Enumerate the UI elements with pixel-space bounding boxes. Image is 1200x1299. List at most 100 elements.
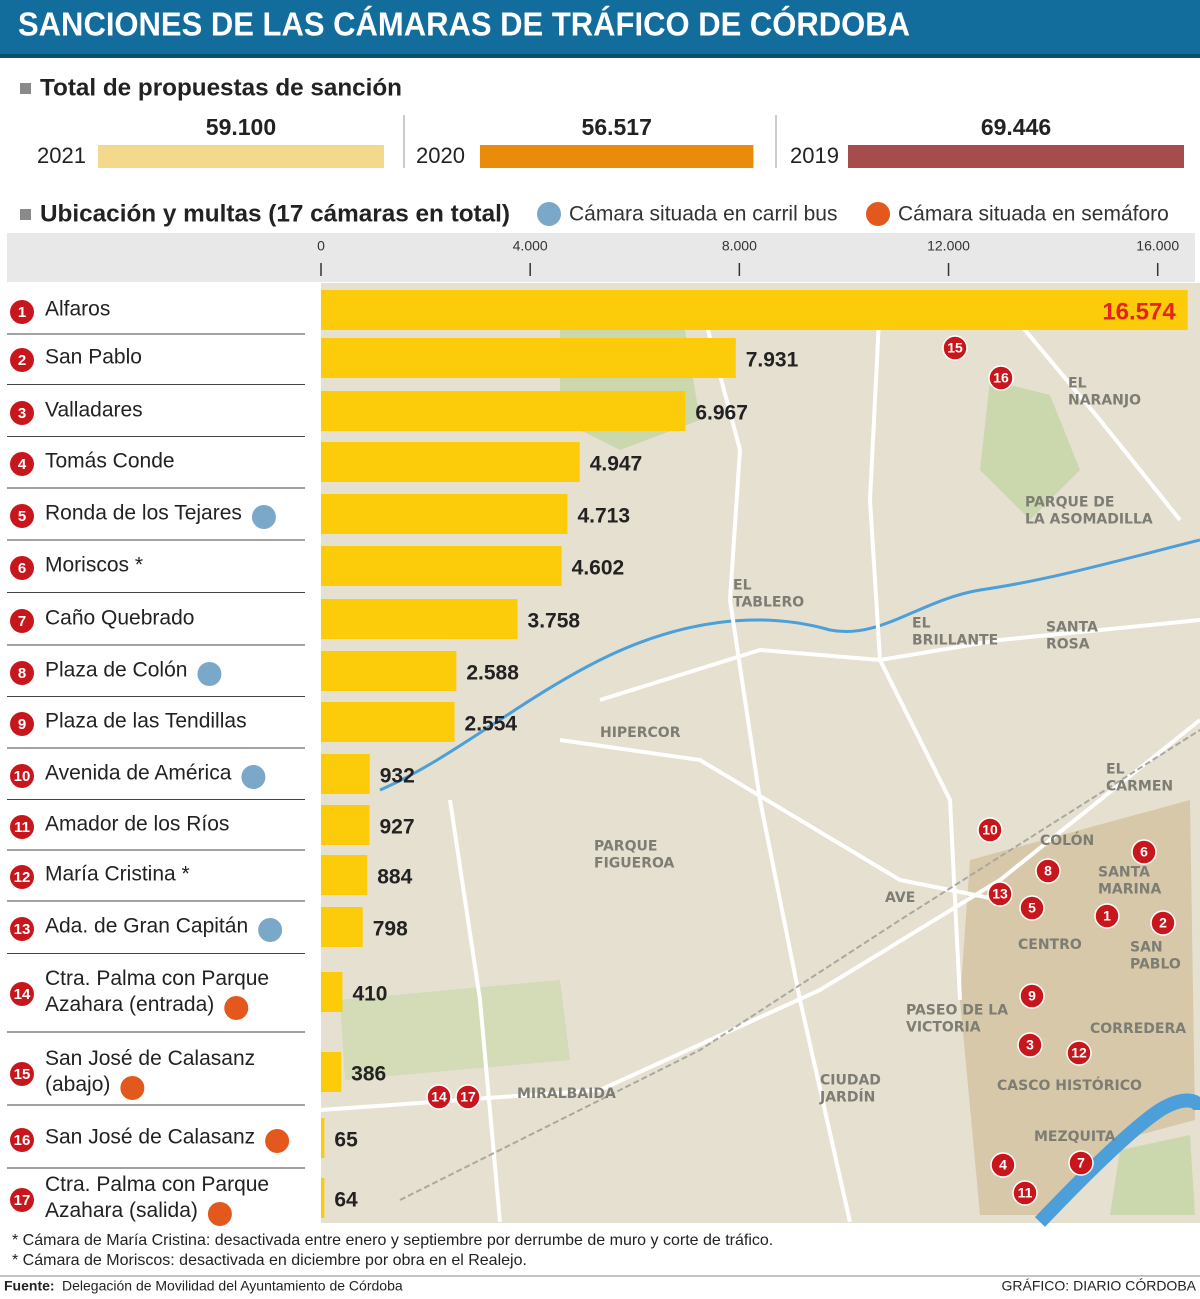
map-marker — [988, 365, 1014, 391]
map-label: MIRALBAIDA — [517, 1086, 616, 1102]
bar — [321, 290, 1188, 330]
bar — [321, 754, 370, 794]
road — [448, 799, 502, 1223]
credit: GRÁFICO: DIARIO CÓRDOBA — [1002, 1278, 1197, 1294]
map-marker — [1035, 858, 1061, 884]
x-tick-label: 16.000 — [1136, 238, 1179, 254]
label-panel — [0, 283, 321, 1223]
map-marker — [977, 817, 1003, 843]
footnote: * Cámara de María Cristina: desactivada … — [12, 1232, 773, 1249]
park — [980, 380, 1080, 520]
number-label: 11 — [14, 819, 30, 836]
map-label: HIPERCOR — [600, 725, 681, 741]
camera-name: Ronda de los Tejares — [45, 502, 242, 525]
map-marker-number: 5 — [1028, 900, 1036, 916]
map-label: EL BRILLANTE — [912, 616, 998, 649]
map-marker-number: 4 — [999, 1157, 1007, 1173]
camera-type-marker — [197, 662, 222, 686]
map-marker — [1017, 1032, 1043, 1058]
map-label: EL NARANJO — [1068, 376, 1141, 409]
number-label: 15 — [14, 1066, 31, 1083]
map-marker-number: 3 — [1026, 1037, 1034, 1053]
map-marker — [987, 881, 1013, 907]
bar — [321, 442, 580, 482]
number-badge — [10, 348, 34, 372]
bar — [321, 599, 518, 639]
bar — [321, 702, 455, 742]
number-label: 4 — [18, 456, 27, 473]
number-badge — [10, 401, 34, 425]
map-label: PASEO DE LA VICTORIA — [906, 1003, 1008, 1036]
number-label: 2 — [18, 352, 26, 369]
road — [320, 718, 1200, 1112]
bar — [321, 494, 568, 534]
bar — [321, 907, 363, 947]
camera-name: Valladares — [45, 399, 143, 422]
total-value: 69.446 — [981, 114, 1051, 140]
camera-type-marker — [120, 1076, 145, 1100]
map-marker — [1131, 839, 1157, 865]
map-marker-number: 1 — [1103, 908, 1111, 924]
bar — [321, 651, 457, 691]
number-badge — [10, 917, 34, 941]
number-badge — [10, 1062, 34, 1086]
number-badge — [10, 764, 34, 788]
camera-name: San Pablo — [45, 346, 142, 369]
section-bullet — [20, 209, 31, 220]
river — [1034, 1093, 1200, 1227]
section-title: Total de propuestas de sanción — [40, 74, 402, 101]
camera-name: Avenida de América — [45, 762, 232, 785]
year-label: 2019 — [790, 143, 839, 168]
map-marker — [1012, 1180, 1038, 1206]
map-label: CASCO HISTÓRICO — [997, 1076, 1142, 1094]
map-marker-number: 10 — [982, 822, 998, 838]
number-label: 16 — [14, 1132, 31, 1149]
bar — [321, 972, 343, 1012]
camera-name: Alfaros — [45, 298, 110, 321]
number-label: 7 — [18, 613, 26, 630]
value-label: 4.602 — [572, 557, 625, 580]
park — [1110, 1135, 1195, 1215]
map-marker-number: 14 — [431, 1089, 447, 1105]
road — [559, 738, 1001, 902]
map-marker — [1019, 983, 1045, 1009]
number-badge — [10, 1188, 34, 1212]
section-title: Ubicación y multas (17 cámaras en total) — [40, 200, 510, 227]
value-label: 64 — [334, 1189, 358, 1212]
camera-name: María Cristina * — [45, 863, 190, 886]
total-value: 56.517 — [582, 114, 652, 140]
number-badge — [10, 504, 34, 528]
number-badge — [10, 982, 34, 1006]
legend-marker — [537, 202, 561, 226]
map-label: PARQUE DE LA ASOMADILLA — [1025, 495, 1153, 528]
camera-type-marker — [265, 1129, 290, 1153]
camera-type-marker — [241, 765, 266, 789]
value-label: 386 — [351, 1063, 386, 1086]
number-badge — [10, 661, 34, 685]
number-badge — [10, 556, 34, 580]
road — [728, 599, 852, 1223]
x-tick-label: 12.000 — [927, 238, 970, 254]
bar — [321, 338, 736, 378]
legend-label: Cámara situada en carril bus — [569, 203, 837, 226]
number-label: 8 — [18, 665, 26, 682]
number-label: 3 — [18, 405, 26, 422]
camera-name: San José de Calasanz — [45, 1126, 255, 1149]
map-label: SANTA ROSA — [1046, 620, 1098, 653]
camera-type-marker — [207, 1202, 232, 1226]
map-marker-number: 2 — [1159, 915, 1167, 931]
bar — [321, 1118, 325, 1158]
value-label: 4.713 — [577, 505, 630, 528]
bar — [321, 1178, 325, 1218]
stream — [379, 538, 1200, 792]
camera-name: Ctra. Palma con Parque Azahara (salida) — [45, 1173, 269, 1222]
value-label: 65 — [334, 1129, 358, 1152]
x-tick-label: 4.000 — [513, 238, 548, 254]
number-label: 5 — [18, 508, 26, 525]
value-label: 16.574 — [1102, 298, 1176, 325]
value-label: 932 — [380, 765, 415, 788]
source-text: Delegación de Movilidad del Ayuntamiento… — [62, 1278, 403, 1294]
value-label: 798 — [373, 918, 408, 941]
title-rule — [0, 54, 1200, 58]
map-label: EL CARMEN — [1106, 762, 1173, 795]
